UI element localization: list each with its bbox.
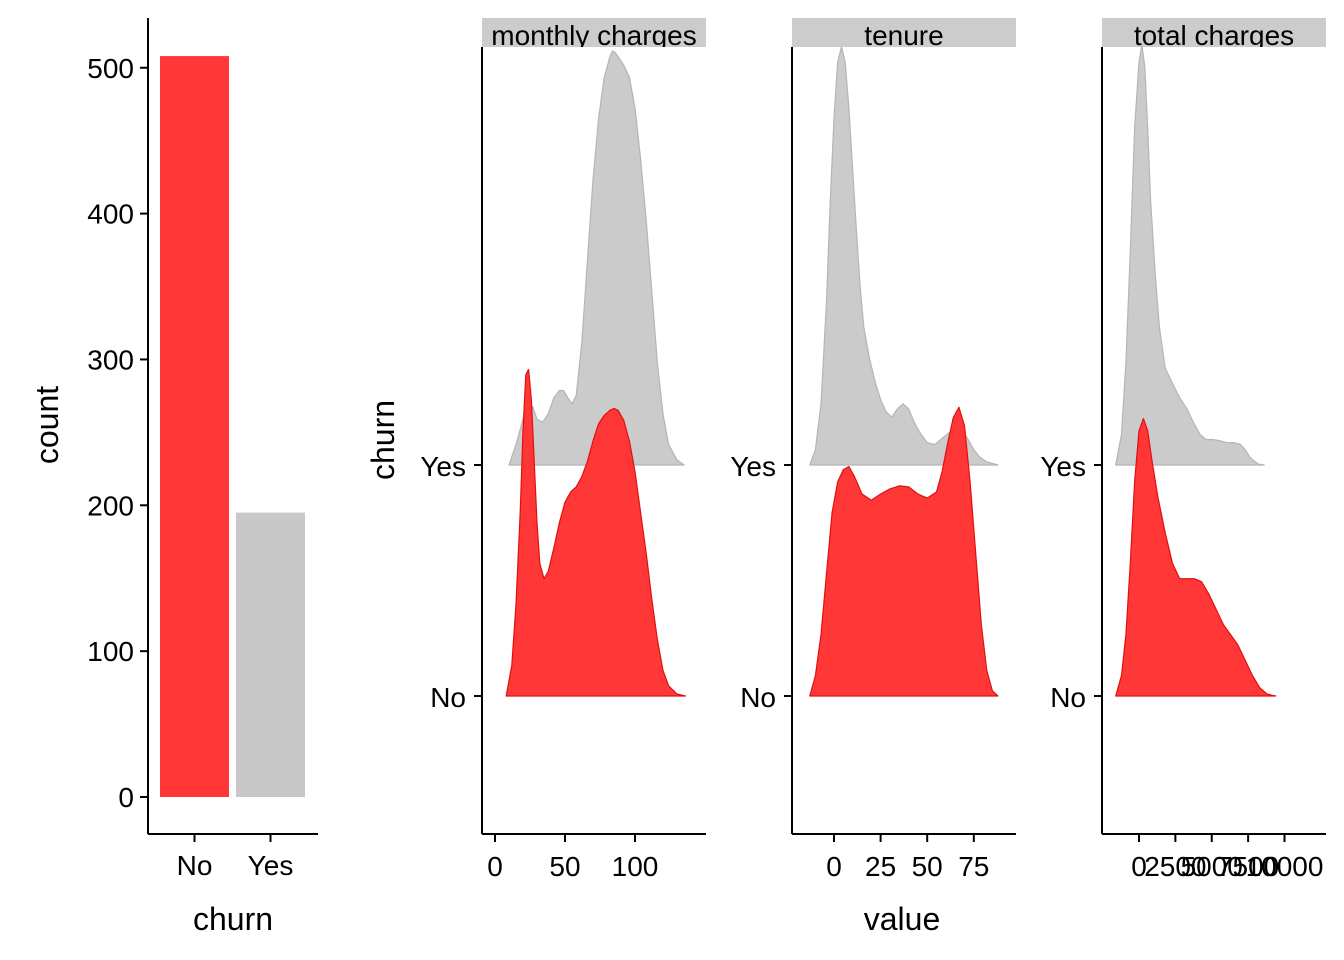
panel-x-tick-label: 0 (487, 851, 503, 882)
density-yes (809, 46, 999, 466)
panel-y-tick-label: No (740, 682, 776, 713)
panel-x-tick-label: 50 (549, 851, 580, 882)
bar-no (160, 56, 229, 797)
bar-chart: 0 100 200 300 400 500 No Yes churn count (29, 18, 318, 937)
density-yes (508, 50, 685, 466)
panel-x-tick-label: 7500 (1217, 851, 1279, 882)
bar-x-tick-label: Yes (248, 850, 294, 881)
bar-y-tick-label: 0 (118, 782, 134, 813)
panel-y-tick-label: No (1050, 682, 1086, 713)
bar-yes (236, 512, 305, 797)
panel-y-tick-label: Yes (730, 451, 776, 482)
panel-x-tick-label: 0 (1131, 851, 1147, 882)
density-no (1115, 418, 1277, 697)
strip-label: tenure (864, 20, 943, 51)
bar-y-tick-label: 500 (87, 53, 134, 84)
bar-x-axis-title: churn (193, 901, 273, 937)
panel-x-tick-label: 5000 (1181, 851, 1243, 882)
bar-x-ticks: No Yes (177, 834, 294, 881)
density-no (505, 369, 686, 697)
density-no (809, 406, 999, 697)
strip-label: total charges (1134, 20, 1294, 51)
strip-background (1102, 18, 1326, 47)
panel-tenure: tenure Yes No 0 25 50 75 (730, 18, 1016, 882)
bar-y-ticks: 0 100 200 300 400 500 (87, 53, 148, 813)
ridge-x-axis-title: value (864, 901, 941, 937)
panel-y-tick-label: No (430, 682, 466, 713)
strip-label: monthly charges (491, 20, 696, 51)
panel-x-tick-label: 75 (958, 851, 989, 882)
bar-x-tick-label: No (177, 850, 213, 881)
strip-background (792, 18, 1016, 47)
panel-x-tick-label: 2500 (1144, 851, 1206, 882)
panel-x-tick-label: 10000 (1246, 851, 1324, 882)
bar-marks (160, 56, 305, 797)
bar-y-tick-label: 300 (87, 344, 134, 375)
panel-x-tick-label: 50 (912, 851, 943, 882)
panel-monthly-charges: monthly charges Yes No 0 50 100 (420, 18, 706, 882)
bar-y-tick-label: 400 (87, 199, 134, 230)
bar-y-tick-label: 100 (87, 636, 134, 667)
panel-x-tick-label: 0 (826, 851, 842, 882)
panel-x-tick-label: 25 (865, 851, 896, 882)
ridge-y-axis-title: churn (365, 400, 401, 480)
panel-y-tick-label: Yes (420, 451, 466, 482)
density-yes (1115, 44, 1265, 466)
panel-y-tick-label: Yes (1040, 451, 1086, 482)
bar-y-tick-label: 200 (87, 490, 134, 521)
bar-y-axis-title: count (29, 386, 65, 464)
strip-background (482, 18, 706, 47)
panel-x-tick-label: 100 (612, 851, 659, 882)
